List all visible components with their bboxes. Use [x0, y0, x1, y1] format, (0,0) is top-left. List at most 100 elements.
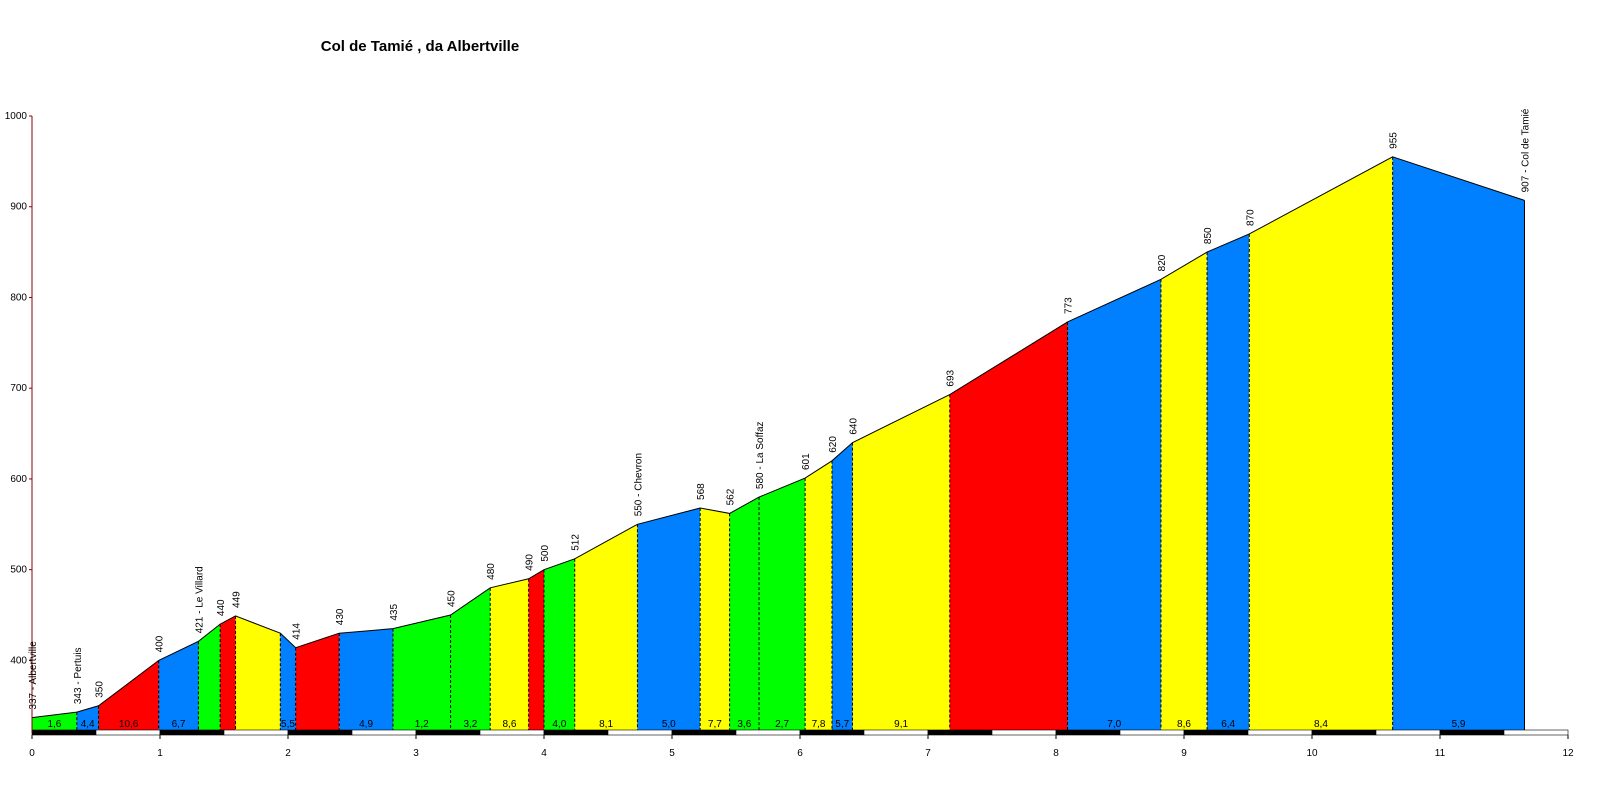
elevation-label: 430 [335, 608, 346, 625]
km-scale-block [31, 729, 97, 736]
elevation-label: 450 [447, 590, 458, 607]
elevation-label: 568 [696, 483, 707, 500]
y-tick-label: 500 [10, 565, 27, 576]
grade-segment-9 [295, 633, 340, 730]
grade-segment-18 [700, 507, 730, 730]
km-scale-block [1119, 729, 1185, 736]
grade-segment-25 [1067, 279, 1161, 730]
elevation-label: 350 [95, 681, 106, 698]
grade-segment-11 [392, 615, 451, 730]
km-scale-block [159, 729, 225, 736]
grade-label: 8,6 [502, 719, 516, 730]
chart-title: Col de Tamié , da Albertville [320, 38, 520, 55]
x-tick-label: 7 [925, 748, 931, 759]
elevation-label: 435 [389, 604, 400, 621]
grade-label: 5,7 [835, 719, 849, 730]
elevation-label: 773 [1064, 297, 1075, 314]
grade-segment-16 [574, 524, 638, 730]
grade-segment-5 [198, 624, 221, 730]
grade-segment-17 [637, 507, 701, 730]
grade-segment-12 [450, 587, 491, 730]
grade-segment-22 [832, 442, 853, 730]
grade-segment-3 [98, 660, 159, 730]
km-scale-block [927, 729, 993, 736]
grade-segment-19 [729, 497, 760, 730]
km-scale-block [671, 729, 737, 736]
grade-label: 7,7 [708, 719, 722, 730]
grade-segment-27 [1207, 233, 1250, 731]
y-tick-label: 1000 [5, 111, 28, 122]
grade-segment-21 [805, 460, 832, 730]
grade-label: 4,9 [359, 719, 373, 730]
x-tick-label: 5 [669, 748, 675, 759]
x-tick-label: 6 [797, 748, 803, 759]
elevation-label: 421 - Le Villard [194, 566, 205, 633]
elevation-label: 480 [486, 563, 497, 580]
y-tick-label: 400 [10, 655, 27, 666]
elevation-label: 955 [1389, 132, 1400, 149]
grade-segment-6 [220, 615, 236, 730]
grade-segment-26 [1160, 252, 1208, 730]
grade-label: 10,6 [119, 719, 139, 730]
x-tick-label: 4 [541, 748, 547, 759]
segment-dividers [76, 156, 1394, 730]
grade-label: 4,0 [552, 719, 566, 730]
y-tick-label: 800 [10, 292, 27, 303]
km-scale-block [607, 729, 673, 736]
km-scale-block [479, 729, 545, 736]
grade-label: 4,4 [81, 719, 95, 730]
elevation-label: 820 [1157, 254, 1168, 271]
km-scale-block [1439, 729, 1505, 736]
grade-label: 9,1 [894, 719, 908, 730]
elevation-label: 414 [292, 623, 303, 640]
km-scale-block [1247, 729, 1313, 736]
y-tick-label: 600 [10, 474, 27, 485]
grade-label: 1,2 [415, 719, 429, 730]
km-scale-block [1055, 729, 1121, 736]
x-tick-label: 2 [285, 748, 291, 759]
x-tick-label: 0 [29, 748, 35, 759]
grade-label: 8,1 [599, 719, 613, 730]
elevation-label: 693 [946, 369, 957, 386]
elevation-label: 640 [848, 418, 859, 435]
elevation-label: 562 [726, 488, 737, 505]
elevation-label: 512 [571, 534, 582, 551]
km-scale-block [1375, 729, 1441, 736]
grade-segment-29 [1392, 156, 1525, 731]
grade-segments [32, 156, 1525, 731]
grade-label: 5,5 [281, 719, 295, 730]
grade-label: 2,7 [775, 719, 789, 730]
elevation-label: 907 - Col de Tamié [1520, 108, 1531, 192]
elevation-label: 601 [801, 453, 812, 470]
grade-segment-10 [339, 628, 393, 730]
grade-label: 5,9 [1452, 719, 1466, 730]
grade-label: 8,4 [1314, 719, 1328, 730]
elevation-label: 580 - La Soffaz [755, 421, 766, 489]
elevation-label: 500 [540, 545, 551, 562]
grade-labels: 1,6 4,4 10,6 6,7 5,5 4,9 1,2 3,2 8,6 4,0 8,1 5,0 7,7… [47, 719, 1465, 730]
grade-label: 1,6 [47, 719, 61, 730]
elevation-label: 449 [232, 591, 243, 608]
grade-label: 5,0 [662, 719, 676, 730]
x-tick-label: 11 [1435, 748, 1446, 759]
elevation-label: 490 [525, 554, 536, 571]
x-tick-label: 1 [157, 748, 163, 759]
grade-label: 6,7 [172, 719, 186, 730]
elevation-label: 343 - Pertuis [73, 647, 84, 704]
elevation-label: 337 - Albertville [28, 641, 39, 710]
grade-label: 3,2 [463, 719, 477, 730]
km-scale-block [351, 729, 417, 736]
elevation-labels: 337 - Albertville 343 - Pertuis 350 400 421 … [28, 108, 1531, 709]
grade-segment-24 [949, 321, 1068, 730]
grade-segment-8 [280, 633, 296, 730]
profile-line [31, 156, 1525, 719]
grade-label: 7,8 [812, 719, 826, 730]
x-tick-label: 8 [1053, 748, 1059, 759]
elevation-label: 870 [1245, 209, 1256, 226]
elevation-label: 440 [216, 599, 227, 616]
elevation-label: 400 [155, 635, 166, 652]
y-tick-label: 700 [10, 383, 27, 394]
grade-label: 7,0 [1107, 719, 1121, 730]
km-scale-block [223, 729, 289, 736]
